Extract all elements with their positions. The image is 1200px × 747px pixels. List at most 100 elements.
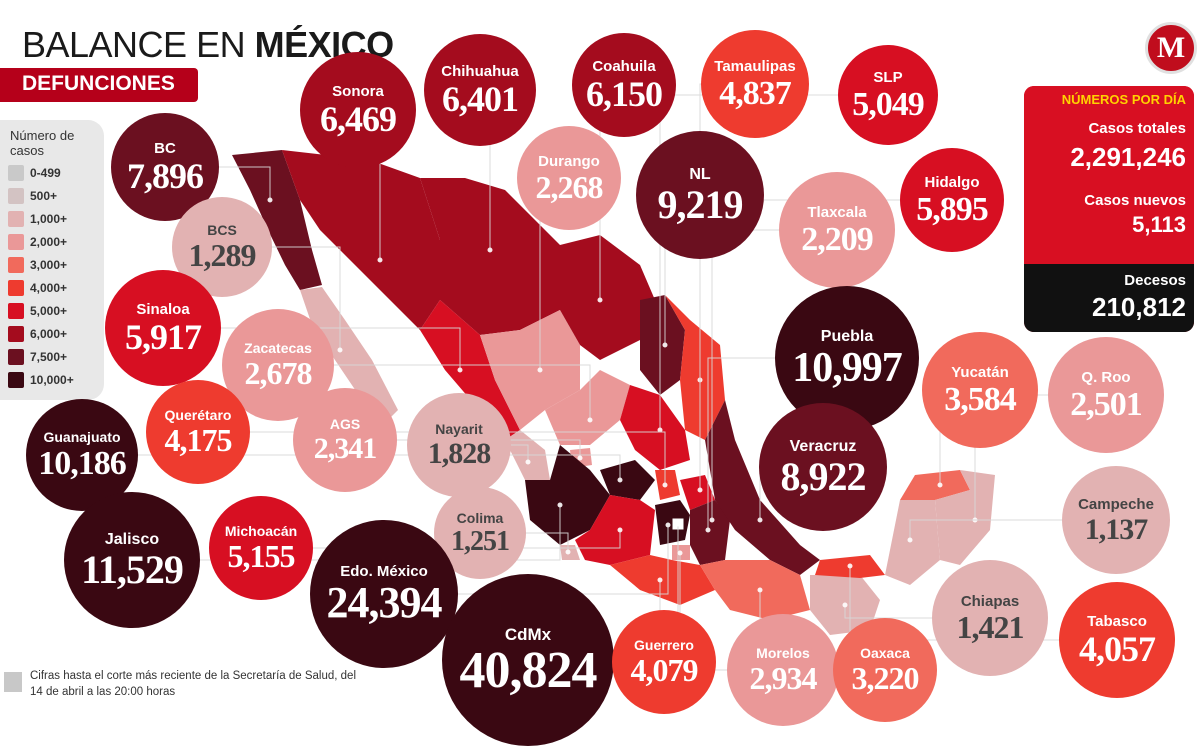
state-bubble-puebla: Puebla 10,997 [775, 286, 919, 430]
connector-dot [657, 427, 663, 433]
connector-dot [677, 550, 683, 556]
state-bubble-jalisco: Jalisco 11,529 [64, 492, 200, 628]
state-bubble-veracruz: Veracruz 8,922 [759, 403, 887, 531]
connector-dot [705, 527, 711, 533]
state-bubble-durango: Durango 2,268 [517, 126, 621, 230]
region-bcs [300, 287, 398, 420]
state-value: 4,079 [630, 652, 699, 689]
state-value: 6,150 [586, 73, 663, 114]
panel-bottom [1024, 264, 1194, 332]
state-value: 5,155 [227, 538, 296, 575]
connector-dot [557, 502, 563, 508]
state-value: 2,341 [313, 432, 377, 466]
state-bubble-q-roo: Q. Roo 2,501 [1048, 337, 1164, 453]
connector-dot [842, 602, 848, 608]
connector-dot [847, 563, 853, 569]
state-value: 6,401 [442, 78, 519, 119]
region-jalisco [525, 445, 610, 545]
region-veracruz [705, 400, 820, 575]
state-name: Querétaro [164, 407, 232, 424]
state-name: AGS [329, 416, 361, 433]
region-chihuahua [420, 178, 560, 335]
legend-label: 7,500+ [30, 350, 68, 364]
legend-item: 0-499 [8, 164, 61, 182]
connector-dot [587, 417, 593, 423]
state-name: BCS [207, 222, 237, 239]
state-value: 5,917 [125, 316, 202, 357]
legend-label: 4,000+ [30, 281, 68, 295]
state-name: Morelos [756, 645, 810, 662]
state-bubble-chiapas: Chiapas 1,421 [932, 560, 1048, 676]
legend-label: 5,000+ [30, 304, 68, 318]
region-tamaulipas [665, 295, 725, 440]
state-value: 5,049 [852, 85, 924, 123]
state-name: Guerrero [634, 637, 694, 654]
state-name: Chihuahua [441, 62, 519, 80]
state-name: CdMx [504, 624, 552, 644]
legend-item: 6,000+ [8, 325, 67, 343]
connector-dot [457, 367, 463, 373]
legend-swatch [8, 303, 24, 319]
state-value: 8,922 [780, 453, 867, 499]
connector-dot [537, 367, 543, 373]
state-value: 2,268 [535, 168, 604, 205]
legend-swatch [8, 165, 24, 181]
state-bubble-nl: NL 9,219 [636, 131, 764, 259]
state-value: 5,895 [916, 190, 988, 228]
state-name: Durango [538, 152, 600, 170]
state-name: NL [689, 165, 711, 183]
state-bubble-guerrero: Guerrero 4,079 [612, 610, 716, 714]
subtitle: DEFUNCIONES [22, 72, 175, 95]
connector-dot [267, 197, 273, 203]
region-sinaloa [420, 300, 520, 440]
legend-swatch [8, 257, 24, 273]
connector-dot [662, 482, 668, 488]
legend-item: 10,000+ [8, 371, 74, 389]
legend-label: 1,000+ [30, 212, 68, 226]
connector-dot [662, 342, 668, 348]
region-coahuila [560, 235, 655, 360]
legend-item: 3,000+ [8, 256, 67, 274]
deaths-value: 210,812 [1092, 292, 1186, 322]
connector-dot [565, 549, 571, 555]
state-name: Edo. México [340, 563, 428, 581]
legend-swatch [8, 372, 24, 388]
state-value: 2,678 [244, 355, 313, 392]
legend-item: 2,000+ [8, 233, 67, 251]
state-value: 1,251 [451, 526, 510, 558]
panel-heading: NÚMEROS POR DÍA [1061, 92, 1186, 107]
connector-dot [617, 527, 623, 533]
deaths-label: Decesos [1124, 272, 1186, 289]
state-name: Chiapas [960, 592, 1020, 610]
connector-dot [525, 459, 531, 465]
state-bubble-sonora: Sonora 6,469 [300, 52, 416, 168]
subtitle-bar [0, 68, 198, 102]
state-name: Yucatán [951, 363, 1009, 381]
state-value: 4,837 [719, 74, 791, 112]
total-cases-value: 2,291,246 [1070, 142, 1186, 172]
state-name: Veracruz [789, 437, 857, 455]
legend-swatch [8, 326, 24, 342]
state-bubble-chihuahua: Chihuahua 6,401 [424, 34, 536, 146]
logo-letter: M [1156, 31, 1186, 64]
region-oaxaca [700, 560, 810, 620]
connector-line [82, 454, 621, 480]
legend-swatch [8, 349, 24, 365]
connector-dot [617, 477, 623, 483]
state-bubble-oaxaca: Oaxaca 3,220 [833, 618, 937, 722]
legend-item: 1,000+ [8, 210, 67, 228]
region-yucatan [900, 470, 970, 500]
legend-label: 0-499 [30, 166, 61, 180]
connector-line [278, 364, 591, 420]
state-value: 9,219 [657, 181, 744, 227]
legend-label: 2,000+ [30, 235, 68, 249]
state-name: Colima [456, 510, 504, 527]
state-value: 4,057 [1079, 628, 1156, 669]
state-bubble-coahuila: Coahuila 6,150 [572, 33, 676, 137]
state-value: 2,209 [801, 220, 873, 258]
region-hidalgo [680, 475, 715, 510]
state-value: 24,394 [326, 578, 443, 628]
connector-dot [757, 587, 763, 593]
state-value: 3,220 [851, 660, 920, 697]
state-name: Michoacán [224, 523, 298, 540]
